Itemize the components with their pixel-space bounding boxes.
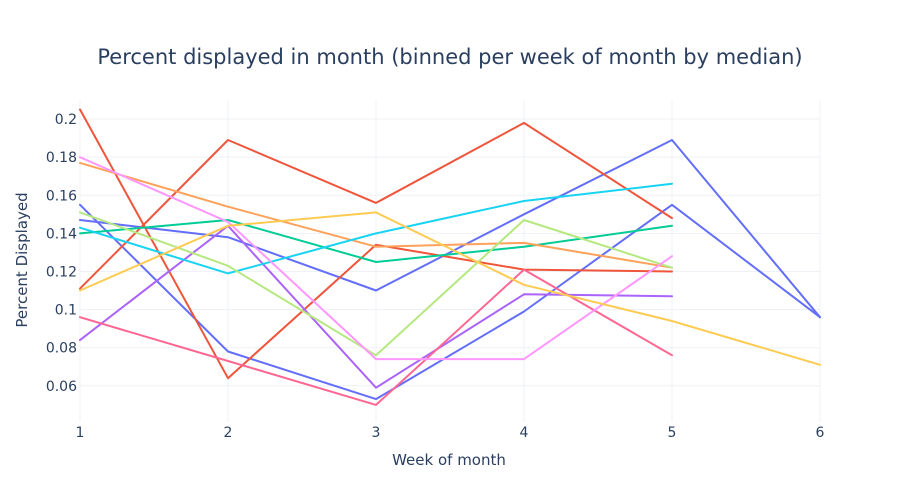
x-tick-label: 2 bbox=[224, 425, 233, 441]
series-line-5 bbox=[79, 219, 673, 263]
y-tick-label: 0.18 bbox=[46, 150, 77, 166]
chart-title: Percent displayed in month (binned per w… bbox=[97, 45, 802, 69]
series-line-7 bbox=[79, 161, 673, 269]
series-line-4 bbox=[79, 121, 673, 290]
y-tick-label: 0.12 bbox=[46, 264, 77, 280]
gridlines bbox=[79, 100, 821, 422]
series-line-3 bbox=[79, 108, 673, 380]
y-tick-label: 0.08 bbox=[46, 341, 77, 357]
x-tick-label: 3 bbox=[372, 425, 381, 441]
series-line-11 bbox=[79, 156, 673, 361]
y-tick-label: 0.2 bbox=[55, 112, 77, 128]
series-line-8 bbox=[79, 182, 673, 275]
y-tick-label: 0.14 bbox=[46, 226, 77, 242]
y-tick-label: 0.16 bbox=[46, 188, 77, 204]
y-tick-label: 0.06 bbox=[46, 379, 77, 395]
x-tick-label: 6 bbox=[816, 425, 825, 441]
x-tick-label: 1 bbox=[76, 425, 85, 441]
y-tick-label: 0.1 bbox=[55, 303, 77, 319]
y-axis-title: Percent Displayed bbox=[13, 192, 31, 327]
series-lines bbox=[79, 108, 821, 406]
series-line-6 bbox=[79, 224, 673, 389]
series-line-12 bbox=[79, 211, 821, 366]
x-axis-title: Week of month bbox=[392, 451, 506, 469]
series-line-9 bbox=[79, 268, 673, 406]
y-axis-ticks: 0.06 0.08 0.1 0.12 0.14 0.16 0.18 0.2 bbox=[46, 112, 77, 395]
x-axis-ticks: 1 2 3 4 5 6 bbox=[76, 425, 825, 441]
series-line-1 bbox=[79, 203, 821, 401]
x-tick-label: 5 bbox=[668, 425, 677, 441]
x-tick-label: 4 bbox=[520, 425, 529, 441]
series-line-2 bbox=[79, 139, 821, 319]
